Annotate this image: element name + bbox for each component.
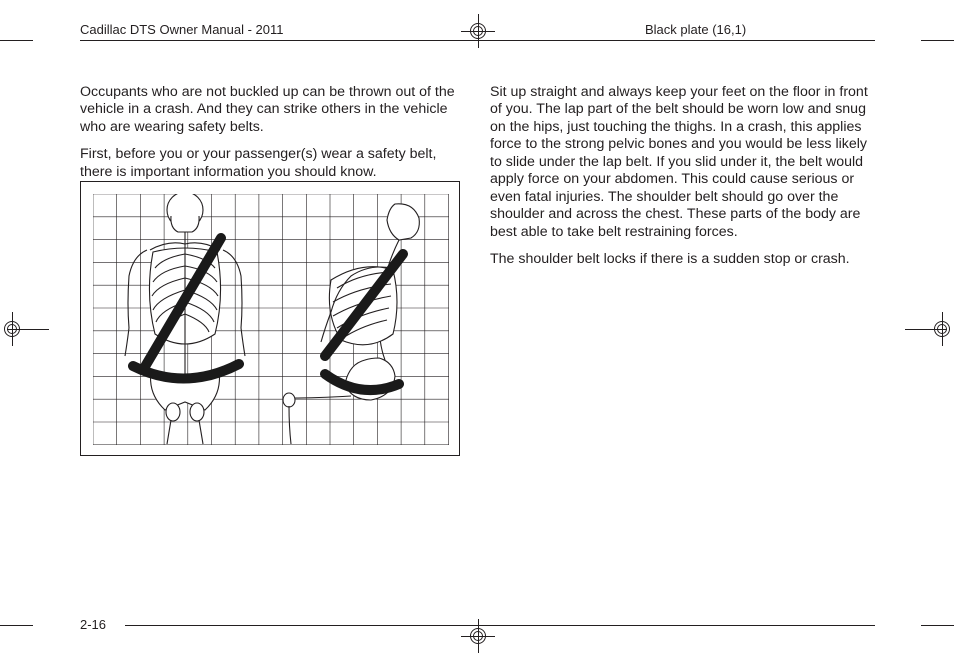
body-paragraph: First, before you or your passenger(s) w… (80, 146, 465, 181)
trim-mark (921, 40, 954, 41)
left-column: Occupants who are not buckled up can be … (80, 84, 465, 191)
header-plate-label: Black plate (16,1) (645, 22, 746, 37)
right-column: Sit up straight and always keep your fee… (490, 84, 875, 279)
page-number: 2-16 (80, 617, 106, 632)
registration-mark-left (0, 312, 29, 346)
body-paragraph: Sit up straight and always keep your fee… (490, 84, 875, 241)
registration-mark-top (461, 14, 495, 48)
manual-page: Cadillac DTS Owner Manual - 2011 Black p… (0, 0, 954, 668)
registration-mark-right (925, 312, 954, 346)
trim-mark (921, 625, 954, 626)
footer-rule (125, 625, 875, 626)
body-paragraph: The shoulder belt locks if there is a su… (490, 251, 875, 268)
trim-mark (0, 625, 33, 626)
seatbelt-skeleton-illustration (93, 194, 449, 445)
body-paragraph: Occupants who are not buckled up can be … (80, 84, 465, 136)
trim-mark (0, 40, 33, 41)
header-manual-title: Cadillac DTS Owner Manual - 2011 (80, 22, 284, 37)
seatbelt-figure (80, 181, 460, 456)
